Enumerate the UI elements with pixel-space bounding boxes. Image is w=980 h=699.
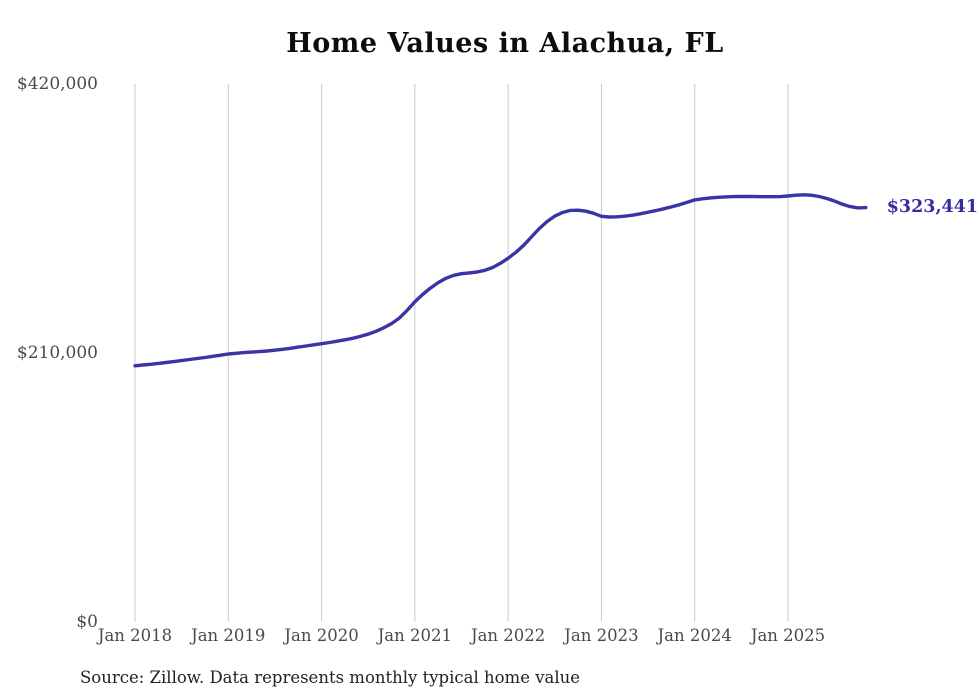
x-tick-label-jan-2025: Jan 2025 [750,626,826,645]
x-tick-label-jan-2024: Jan 2024 [657,626,732,645]
x-tick-label-jan-2020: Jan 2020 [284,626,359,645]
source-note: Source: Zillow. Data represents monthly … [80,668,581,687]
y-tick-label-1: $210,000 [16,342,98,363]
home-value-line [133,193,868,368]
x-tick-label-jan-2023: Jan 2023 [564,626,639,645]
x-tick-label-jan-2018: Jan 2018 [97,626,173,645]
x-tick-label-jan-2021: Jan 2021 [377,626,453,645]
y-tick-label-0: $420,000 [16,74,98,94]
chart-title: Home Values in Alachua, FL [286,28,724,59]
x-tick-label-jan-2022: Jan 2022 [470,626,546,645]
end-value-label: $323,441 [886,196,979,217]
x-tick-label-jan-2019: Jan 2019 [191,626,266,645]
y-tick-label-2: $0 [76,611,98,632]
